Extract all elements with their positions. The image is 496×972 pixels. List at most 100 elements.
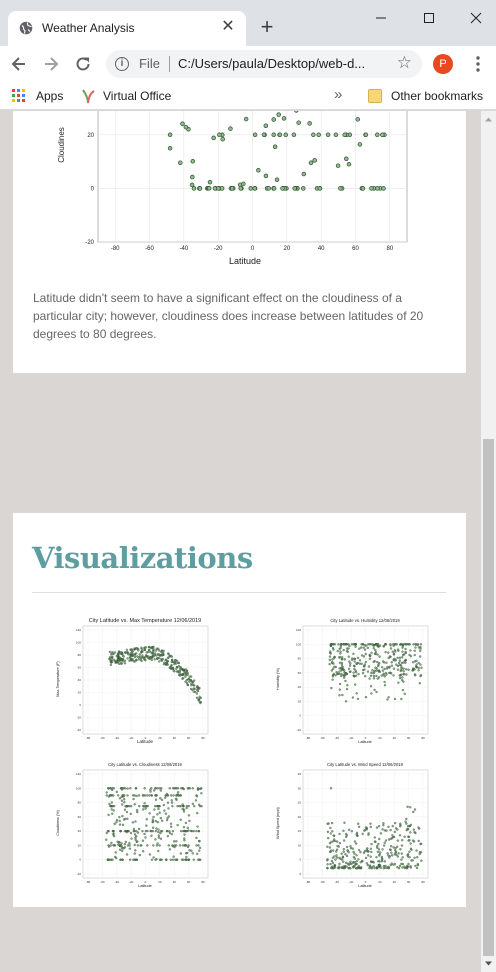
thumbnail-data-point bbox=[183, 811, 185, 813]
thumbnail-humidity[interactable]: City Latitude vs. Humidity 12/06/2019 La… bbox=[273, 617, 433, 747]
minimize-icon[interactable] bbox=[370, 8, 392, 28]
thumbnail-data-point bbox=[186, 805, 188, 807]
thumbnail-data-point bbox=[150, 787, 152, 789]
maximize-icon[interactable] bbox=[418, 8, 440, 28]
thumbnail-data-point bbox=[352, 697, 354, 699]
thumbnail-data-point bbox=[152, 827, 154, 829]
thumbnail-data-point bbox=[365, 661, 367, 663]
vertical-scrollbar[interactable] bbox=[481, 111, 496, 972]
thumbnail-data-point bbox=[358, 826, 360, 828]
thumbnail-max-temperature[interactable]: City Latitude vs. Max Temperature 12/06/… bbox=[53, 617, 213, 747]
thumbnail-data-point bbox=[178, 665, 180, 667]
thumbnail-data-point bbox=[139, 653, 141, 655]
thumbnail-data-point bbox=[159, 812, 161, 814]
thumbnail-data-point bbox=[399, 865, 401, 867]
bookmark-other[interactable]: Other bookmarks bbox=[391, 89, 483, 103]
bookmark-star-icon[interactable]: ☆ bbox=[397, 53, 412, 73]
thumbnail-data-point bbox=[156, 844, 158, 846]
thumbnail-data-point bbox=[356, 835, 358, 837]
thumbnail-data-point bbox=[185, 859, 187, 861]
forward-arrow-icon[interactable] bbox=[41, 54, 61, 74]
scroll-down-arrow-icon[interactable] bbox=[484, 959, 493, 968]
thumbnail-data-point bbox=[332, 840, 334, 842]
thumbnail-data-point bbox=[356, 854, 358, 856]
apps-grid-icon[interactable] bbox=[12, 89, 26, 103]
thumbnail-data-point bbox=[399, 825, 401, 827]
new-tab-icon[interactable]: + bbox=[256, 16, 278, 38]
thumbnail-data-point bbox=[405, 823, 407, 825]
thumbnail-data-point bbox=[327, 837, 329, 839]
chevron-right-icon[interactable]: » bbox=[334, 86, 342, 103]
thumbnail-data-point bbox=[115, 821, 117, 823]
thumbnail-tick-label: 20 bbox=[158, 880, 162, 884]
address-bar[interactable]: i File C:/Users/paula/Desktop/web-d... ☆ bbox=[106, 50, 422, 78]
data-point bbox=[239, 187, 243, 191]
thumbnail-data-point bbox=[182, 673, 184, 675]
thumbnail-data-point bbox=[350, 671, 352, 673]
thumbnail-data-point bbox=[171, 661, 173, 663]
profile-avatar[interactable]: P bbox=[433, 54, 453, 74]
thumbnail-data-point bbox=[114, 823, 116, 825]
thumbnail-data-point bbox=[356, 663, 358, 665]
thumbnail-data-point bbox=[199, 840, 201, 842]
thumbnail-data-point bbox=[337, 643, 339, 645]
data-point bbox=[334, 133, 338, 137]
thumbnail-data-point bbox=[370, 856, 372, 858]
thumbnail-data-point bbox=[128, 830, 130, 832]
thumbnail-data-point bbox=[160, 789, 162, 791]
thumbnail-data-point bbox=[413, 669, 415, 671]
thumbnail-data-point bbox=[137, 648, 139, 650]
visualizations-heading: Visualizations bbox=[32, 541, 253, 575]
bookmark-virtual-office[interactable]: Virtual Office bbox=[103, 89, 171, 103]
data-point bbox=[212, 136, 216, 140]
thumbnail-data-point bbox=[328, 823, 330, 825]
data-point bbox=[293, 187, 297, 191]
thumbnail-data-point bbox=[180, 819, 182, 821]
thumbnail-data-point bbox=[188, 859, 190, 861]
thumbnail-data-point bbox=[404, 662, 406, 664]
address-url[interactable]: C:/Users/paula/Desktop/web-d... bbox=[178, 56, 365, 71]
thumbnail-data-point bbox=[174, 662, 176, 664]
scrollbar-thumb[interactable] bbox=[483, 439, 494, 956]
thumbnail-data-point bbox=[367, 671, 369, 673]
thumbnail-data-point bbox=[122, 859, 124, 861]
thumbnail-data-point bbox=[124, 787, 126, 789]
thumbnail-data-point bbox=[200, 792, 202, 794]
bookmark-apps[interactable]: Apps bbox=[36, 89, 63, 103]
thumbnail-data-point bbox=[106, 791, 108, 793]
close-tab-icon[interactable]: ✕ bbox=[219, 18, 237, 36]
thumbnail-data-point bbox=[182, 808, 184, 810]
thumbnail-data-point bbox=[355, 843, 357, 845]
reload-icon[interactable] bbox=[73, 54, 93, 74]
thumbnail-data-point bbox=[187, 827, 189, 829]
kebab-menu-icon[interactable] bbox=[470, 54, 486, 74]
thumbnail-data-point bbox=[177, 787, 179, 789]
thumbnail-data-point bbox=[352, 848, 354, 850]
thumbnail-cloudiness[interactable]: City Latitude vs. Cloudiness 12/06/2019 … bbox=[53, 761, 213, 891]
thumbnail-data-point bbox=[393, 846, 395, 848]
thumbnail-data-point bbox=[127, 657, 129, 659]
scroll-up-arrow-icon[interactable] bbox=[484, 115, 493, 124]
thumbnail-wind-speed[interactable]: City Latitude vs. Wind Speed 12/06/2019 … bbox=[273, 761, 433, 891]
thumbnail-data-point bbox=[404, 836, 406, 838]
thumbnail-data-point bbox=[160, 817, 162, 819]
thumbnail-data-point bbox=[198, 850, 200, 852]
thumbnail-data-point bbox=[393, 668, 395, 670]
back-arrow-icon[interactable] bbox=[9, 54, 29, 74]
thumbnail-data-point bbox=[339, 652, 341, 654]
thumbnail-data-point bbox=[124, 846, 126, 848]
thumbnail-tick-label: 60 bbox=[187, 880, 191, 884]
thumbnail-data-point bbox=[157, 831, 159, 833]
thumbnail-tick-label: 100 bbox=[76, 786, 81, 790]
thumbnail-tick-label: -60 bbox=[320, 880, 325, 884]
thumbnail-data-point bbox=[171, 659, 173, 661]
browser-tab[interactable]: Weather Analysis ✕ bbox=[8, 11, 246, 46]
thumbnail-data-point bbox=[109, 651, 111, 653]
tab-title: Weather Analysis bbox=[42, 21, 135, 35]
thumbnail-data-point bbox=[341, 662, 343, 664]
close-window-icon[interactable] bbox=[465, 8, 487, 28]
thumbnail-data-point bbox=[163, 810, 165, 812]
thumbnail-data-point bbox=[156, 805, 158, 807]
thumbnail-data-point bbox=[137, 844, 139, 846]
info-icon[interactable]: i bbox=[115, 57, 129, 71]
